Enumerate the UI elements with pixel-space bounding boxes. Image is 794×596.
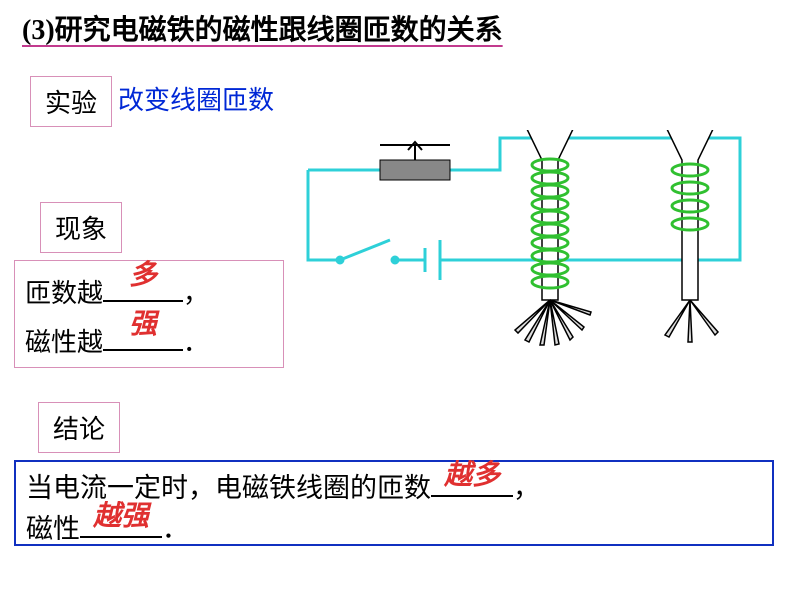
conclusion-box: 当电流一定时，电磁铁线圈的匝数越多， 磁性越强． bbox=[14, 460, 774, 546]
phenom-2-prefix: 磁性越 bbox=[25, 328, 103, 357]
page-title: (3)研究电磁铁的磁性跟线圈匝数的关系 bbox=[22, 8, 503, 48]
fill-1: 多 bbox=[129, 249, 157, 302]
blank-2: 强 bbox=[103, 349, 183, 351]
fill-3: 越多 bbox=[444, 455, 500, 497]
fill-2: 强 bbox=[129, 298, 157, 351]
electromagnet-right bbox=[665, 130, 718, 342]
blank-4: 越强 bbox=[80, 536, 162, 538]
circuit-diagram bbox=[300, 130, 770, 385]
conclusion-label: 结论 bbox=[38, 402, 120, 453]
phenomenon-label: 现象 bbox=[40, 202, 122, 253]
battery-icon bbox=[415, 240, 460, 280]
blank-3: 越多 bbox=[431, 495, 513, 497]
phenom-2-suffix: ． bbox=[183, 328, 209, 357]
electromagnet-left bbox=[515, 130, 591, 345]
phenom-1-prefix: 匝数越 bbox=[25, 279, 103, 308]
concl-1-suffix: ， bbox=[513, 473, 540, 503]
fill-4: 越强 bbox=[93, 496, 149, 538]
experiment-text: 改变线圈匝数 bbox=[118, 80, 274, 117]
conclusion-line-2: 磁性越强． bbox=[26, 509, 762, 550]
phenom-1-suffix: ， bbox=[183, 279, 209, 308]
phenomenon-box: 匝数越多， 磁性越强． bbox=[14, 260, 284, 368]
concl-1-part1: 当电流一定时，电磁铁线圈的匝数 bbox=[26, 473, 431, 503]
phenomenon-line-2: 磁性越强． bbox=[25, 318, 273, 367]
experiment-label: 实验 bbox=[30, 76, 112, 127]
switch-icon bbox=[337, 240, 398, 263]
concl-2-prefix: 磁性 bbox=[26, 514, 80, 544]
concl-2-suffix: ． bbox=[162, 514, 189, 544]
rheostat-icon bbox=[380, 142, 450, 180]
